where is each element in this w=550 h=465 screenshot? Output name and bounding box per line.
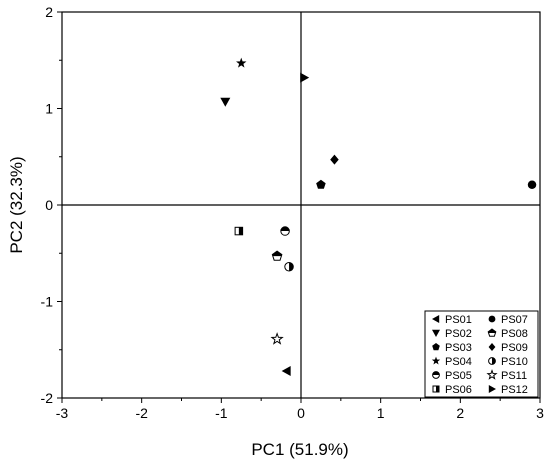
x-tick-label: -1 bbox=[215, 405, 228, 421]
legend-marker-ps10 bbox=[488, 357, 496, 365]
x-tick-label: 3 bbox=[536, 405, 544, 421]
legend-label-ps10: PS10 bbox=[501, 356, 528, 368]
legend-label-ps07: PS07 bbox=[501, 314, 528, 326]
data-point-ps03 bbox=[316, 179, 326, 189]
x-tick-label: -3 bbox=[56, 405, 69, 421]
x-tick-label: 2 bbox=[456, 405, 464, 421]
legend-label-ps04: PS04 bbox=[445, 356, 472, 368]
legend-label-ps03: PS03 bbox=[445, 342, 472, 354]
y-tick-label: 2 bbox=[45, 4, 53, 20]
legend-marker-ps09 bbox=[488, 343, 496, 351]
x-tick-label: -2 bbox=[135, 405, 148, 421]
legend-label-ps09: PS09 bbox=[501, 342, 528, 354]
x-tick-label: 1 bbox=[377, 405, 385, 421]
legend-marker-ps12 bbox=[488, 385, 496, 393]
legend-marker-ps04 bbox=[431, 356, 441, 365]
data-point-ps10 bbox=[284, 262, 294, 272]
legend-marker-ps08 bbox=[487, 328, 497, 337]
legend-marker-ps11 bbox=[486, 369, 498, 380]
legend-marker-ps01 bbox=[432, 315, 440, 323]
data-point-ps05 bbox=[280, 226, 290, 236]
legend-label-ps08: PS08 bbox=[501, 328, 528, 340]
data-point-ps06 bbox=[234, 226, 244, 236]
data-point-ps12 bbox=[300, 72, 310, 83]
data-point-ps08 bbox=[271, 250, 283, 261]
data-point-ps09 bbox=[330, 154, 339, 165]
y-tick-label: 0 bbox=[45, 197, 53, 213]
data-point-ps02 bbox=[220, 97, 231, 107]
legend-marker-ps06 bbox=[432, 385, 440, 393]
y-tick-label: 1 bbox=[45, 101, 53, 117]
legend-box bbox=[424, 310, 539, 398]
legend-label-ps02: PS02 bbox=[445, 328, 472, 340]
legend-marker-ps02 bbox=[432, 329, 440, 337]
legend-label-ps12: PS12 bbox=[501, 384, 528, 396]
legend-label-ps05: PS05 bbox=[445, 370, 472, 382]
data-point-ps11 bbox=[270, 332, 284, 345]
data-point-ps04 bbox=[236, 57, 247, 68]
legend-label-ps06: PS06 bbox=[445, 384, 472, 396]
legend-marker-ps05 bbox=[432, 371, 440, 379]
legend-label-ps01: PS01 bbox=[445, 314, 472, 326]
data-point-ps01 bbox=[281, 365, 291, 376]
legend-label-ps11: PS11 bbox=[501, 370, 527, 382]
data-point-ps07 bbox=[527, 180, 537, 189]
y-axis-title: PC2 (32.3%) bbox=[7, 156, 26, 253]
legend-marker-ps03 bbox=[432, 343, 440, 351]
y-tick-label: -2 bbox=[41, 390, 54, 406]
legend-marker-ps07 bbox=[488, 315, 496, 323]
x-tick-label: 0 bbox=[297, 405, 305, 421]
y-tick-label: -1 bbox=[41, 294, 54, 310]
x-axis-title: PC1 (51.9%) bbox=[251, 440, 348, 459]
